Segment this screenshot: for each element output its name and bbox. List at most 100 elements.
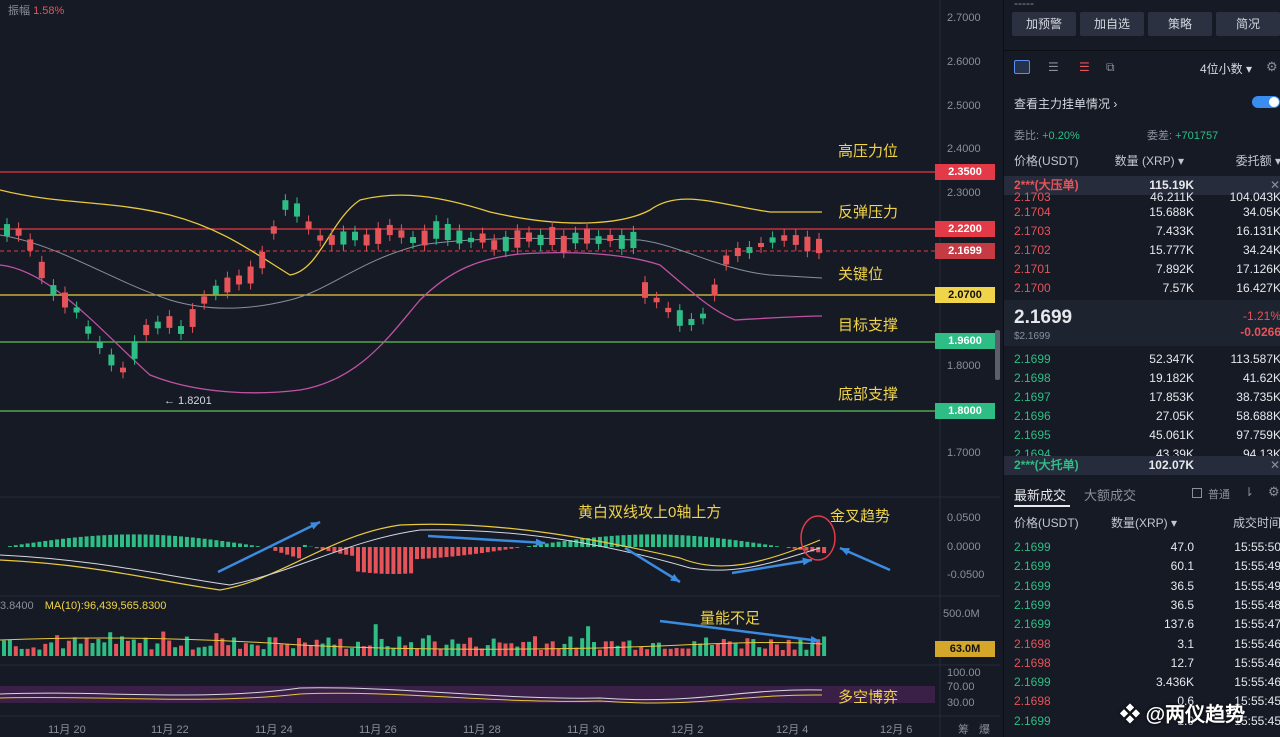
volume-tag: 63.0M — [935, 641, 995, 657]
book-asks-icon[interactable]: ☰ — [1079, 60, 1090, 74]
overview-button[interactable]: 简况 — [1216, 12, 1280, 36]
main-force-link[interactable]: 查看主力挂单情况 › — [1014, 95, 1117, 112]
macd-bar — [533, 545, 537, 547]
book-both-icon[interactable] — [1014, 60, 1030, 74]
volume-bar — [698, 643, 703, 656]
trades-header-qty-label: 数量(XRP) — [1110, 516, 1168, 530]
ask-row[interactable]: 2.1703 7.433K 16.131K — [1004, 222, 1280, 241]
row-amount: 113.587K — [1230, 352, 1280, 366]
trade-row[interactable]: 2.1699 36.5 15:55:48 — [1004, 596, 1280, 615]
macd-bar — [804, 547, 809, 551]
volume-bar — [314, 639, 319, 656]
book-header-amount[interactable]: 委托额 ▾ — [1199, 152, 1280, 171]
volume-bar — [680, 648, 685, 656]
book-depth-icon[interactable]: ⧉ — [1106, 60, 1115, 74]
trade-row[interactable]: 2.1698 12.7 15:55:46 — [1004, 654, 1280, 673]
candle-body — [317, 235, 324, 241]
volume-bar — [90, 643, 95, 656]
ask-row[interactable]: 2.1701 7.892K 17.126K — [1004, 260, 1280, 279]
candle-body — [85, 326, 92, 334]
panel-resize-handle[interactable] — [995, 330, 1000, 380]
volume-bar — [686, 648, 691, 656]
trend-arrow — [659, 619, 821, 643]
date-label: 12月 4 — [776, 724, 809, 736]
trade-row[interactable]: 2.1698 3.1 15:55:46 — [1004, 635, 1280, 654]
close-icon[interactable]: ✕ — [1270, 458, 1280, 472]
row-qty: 15.777K — [1149, 243, 1194, 257]
ask-row[interactable]: 2.1703 46.211K 104.043K — [1004, 188, 1280, 207]
trade-row[interactable]: 2.1699 60.1 15:55:49 — [1004, 557, 1280, 576]
trade-row[interactable]: 2.1699 47.0 15:55:50 — [1004, 538, 1280, 557]
trade-row[interactable]: 2.1699 137.6 15:55:47 — [1004, 615, 1280, 634]
bid-row[interactable]: 2.1698 19.182K 41.62K — [1004, 369, 1280, 388]
trades-header-qty[interactable]: 数量(XRP) ▾ — [1110, 516, 1177, 530]
macd-bar — [621, 535, 626, 547]
bid-row[interactable]: 2.1695 45.061K 97.759K — [1004, 426, 1280, 445]
candle-body — [642, 282, 648, 298]
macd-bar — [167, 535, 172, 547]
decimal-select[interactable]: 4位小数 ▾ — [1200, 60, 1252, 77]
ask-row[interactable]: 2.1702 15.777K 34.24K — [1004, 241, 1280, 260]
trade-row[interactable]: 2.1699 3.436K 15:55:46 — [1004, 673, 1280, 692]
macd-bar — [279, 547, 284, 553]
normal-checkbox[interactable] — [1192, 488, 1202, 498]
row-qty: 7.57K — [1162, 281, 1194, 295]
candle-body — [537, 234, 544, 246]
liquidation-label[interactable]: 爆 — [979, 724, 990, 736]
settings-gear-icon[interactable]: ⚙ — [1266, 59, 1278, 74]
macd-bar — [403, 547, 408, 574]
trade-row[interactable]: 2.1699 36.5 15:55:49 — [1004, 577, 1280, 596]
row-price: 2.1704 — [1014, 205, 1051, 219]
macd-bar — [633, 534, 638, 547]
book-bids-icon[interactable]: ☰ — [1048, 60, 1059, 74]
macd-bar — [674, 534, 679, 547]
bid-row[interactable]: 2.1699 52.347K 113.587K — [1004, 350, 1280, 369]
volume-bar — [302, 642, 307, 656]
add-alert-button[interactable]: 加预警 — [1012, 12, 1076, 36]
volume-bar — [2, 640, 6, 656]
candle-body — [595, 236, 602, 244]
macd-bar — [409, 547, 414, 574]
candle-body — [665, 307, 672, 313]
ask-row[interactable]: 2.1700 7.57K 16.427K — [1004, 279, 1280, 298]
volume-bar — [710, 644, 714, 656]
macd-bar — [61, 538, 65, 547]
macd-bar — [108, 534, 113, 547]
tab-large-trades[interactable]: 大额成交 — [1084, 488, 1137, 503]
main-force-toggle[interactable] — [1252, 96, 1280, 108]
kline-chart[interactable]: 振幅 1.58% 高压力位 反弹压力 关键位 目标支撑 底部支撑 黄白双线攻上0… — [0, 0, 1000, 737]
bid-row[interactable]: 2.1696 27.05K 58.688K — [1004, 407, 1280, 426]
ask-row[interactable]: 2.1704 15.688K 34.05K — [1004, 203, 1280, 222]
macd-bar — [125, 534, 130, 547]
big-ask-row[interactable]: 2***(大压单) 115.19K ✕ — [1004, 176, 1280, 195]
macd-bar — [31, 542, 36, 547]
macd-bar — [662, 534, 667, 547]
row-price: 2.1699 — [1014, 713, 1051, 728]
volume-bar — [780, 649, 785, 656]
last-price: 2.1699 — [1014, 307, 1073, 328]
diff-value: +701757 — [1175, 130, 1219, 142]
volume-bar — [297, 638, 301, 656]
add-watchlist-button[interactable]: 加自选 — [1080, 12, 1144, 36]
bid-row[interactable]: 2.1697 17.853K 38.735K — [1004, 388, 1280, 407]
chart-canvas[interactable] — [0, 0, 1000, 737]
candle-body — [456, 230, 463, 244]
macd-bar — [66, 538, 71, 547]
price-tick: 1.8000 — [947, 360, 981, 372]
macd-bar — [78, 536, 83, 547]
candle-body — [282, 200, 289, 210]
macd-bar — [196, 538, 201, 547]
chips-label[interactable]: 筹 — [958, 724, 969, 736]
macd-bar — [603, 536, 608, 547]
trades-gear-icon[interactable]: ⚙ — [1268, 484, 1280, 499]
big-bid-row[interactable]: 2***(大托单) 102.07K ✕ — [1004, 456, 1280, 475]
book-header-qty[interactable]: 数量 (XRP) ▾ — [1114, 154, 1184, 168]
trade-row[interactable]: 2.1698 0.6 15:55:45 — [1004, 692, 1280, 711]
tab-latest-trades[interactable]: 最新成交 — [1014, 488, 1067, 503]
close-icon[interactable]: ✕ — [1270, 178, 1280, 192]
right-panel: ----- 加预警 加自选 策略 简况 ☰ ☰ ⧉ 4位小数 ▾ ⚙ 查看主力挂… — [1003, 0, 1280, 737]
strategy-button[interactable]: 策略 — [1148, 12, 1212, 36]
filter-icon[interactable]: ⇂ — [1244, 485, 1255, 499]
trade-row[interactable]: 2.1699 1.0 15:55:45 — [1004, 712, 1280, 731]
macd-bar — [356, 547, 360, 572]
